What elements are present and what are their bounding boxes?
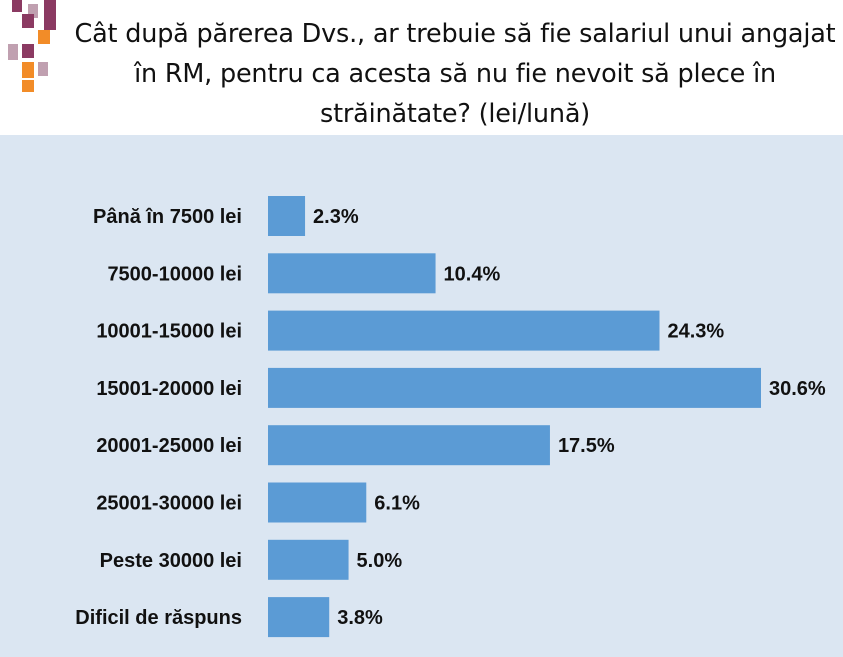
title-band bbox=[0, 0, 843, 135]
data-label: 17.5% bbox=[558, 435, 615, 457]
deco-square bbox=[8, 44, 18, 60]
data-label: 10.4% bbox=[444, 263, 501, 285]
category-label: 25001-30000 lei bbox=[96, 493, 242, 515]
bar bbox=[268, 367, 761, 408]
deco-square bbox=[22, 44, 34, 58]
deco-square bbox=[44, 0, 56, 30]
bar bbox=[268, 310, 660, 351]
category-label: Peste 30000 lei bbox=[100, 550, 242, 572]
data-label: 24.3% bbox=[668, 321, 725, 343]
bar bbox=[268, 539, 349, 580]
deco-square bbox=[22, 62, 34, 78]
bar bbox=[268, 196, 306, 236]
data-label: 2.3% bbox=[313, 206, 359, 228]
data-label: 5.0% bbox=[357, 550, 403, 572]
deco-square bbox=[28, 4, 38, 18]
bar bbox=[268, 425, 550, 466]
data-label: 6.1% bbox=[374, 493, 420, 515]
deco-square bbox=[38, 30, 50, 44]
category-label: 10001-15000 lei bbox=[96, 321, 242, 343]
category-label: Până în 7500 lei bbox=[93, 206, 242, 228]
corner-decoration bbox=[8, 0, 56, 92]
deco-square bbox=[22, 14, 34, 28]
category-label: Dificil de răspuns bbox=[75, 607, 242, 629]
deco-square bbox=[22, 80, 34, 92]
data-label: 30.6% bbox=[769, 378, 826, 400]
category-label: 7500-10000 lei bbox=[107, 263, 242, 285]
bar bbox=[268, 597, 330, 638]
category-label: 20001-25000 lei bbox=[96, 435, 242, 457]
category-label: 15001-20000 lei bbox=[96, 378, 242, 400]
bar bbox=[268, 482, 367, 523]
deco-square bbox=[12, 0, 22, 12]
data-label: 3.8% bbox=[337, 607, 383, 629]
chart-title: Cât după părerea Dvs., ar trebuie să fie… bbox=[74, 19, 836, 129]
deco-square bbox=[38, 62, 48, 76]
bar bbox=[268, 253, 436, 294]
